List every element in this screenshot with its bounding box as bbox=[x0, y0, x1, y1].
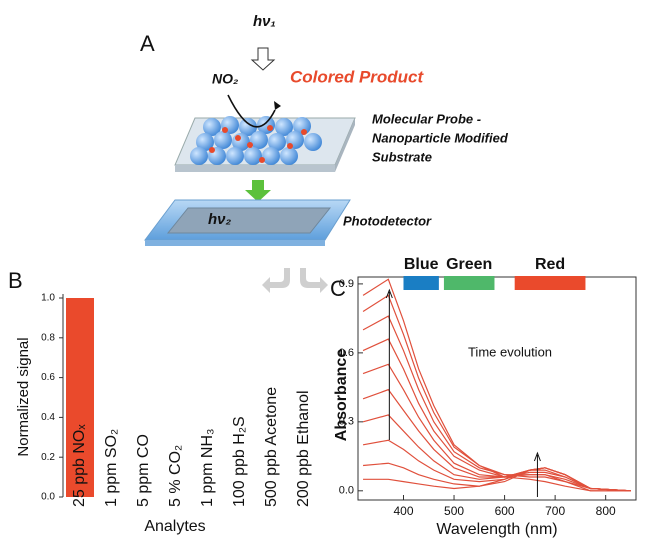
diagram: A hν₁ NO₂ Colored Product Molecular Prob… bbox=[140, 13, 509, 293]
y-tick-label: 0.2 bbox=[41, 452, 55, 463]
arrow bbox=[300, 268, 328, 293]
x-tick-label: 800 bbox=[596, 504, 616, 518]
y-tick-label: 0.6 bbox=[41, 372, 55, 383]
x-tick-label: 100 ppb H₂S bbox=[231, 416, 248, 507]
band-label: Red bbox=[535, 256, 565, 273]
light-out: hν₂ bbox=[208, 211, 232, 228]
spectrum-line bbox=[362, 278, 631, 492]
color-band bbox=[443, 276, 495, 290]
y-tick-label: 0.4 bbox=[41, 412, 55, 423]
bar bbox=[66, 298, 94, 497]
analyte: NO₂ bbox=[212, 71, 238, 87]
detector-label: Photodetector bbox=[343, 213, 432, 228]
substrate-edge bbox=[335, 118, 355, 172]
y-tick-label: 0.9 bbox=[339, 278, 354, 290]
y-tick-label: 0.0 bbox=[339, 485, 354, 497]
y-tick-label: 0.0 bbox=[41, 492, 55, 503]
y-tick-label: 0.6 bbox=[339, 347, 354, 359]
arrowhead bbox=[274, 101, 281, 110]
light-in: hν₁ bbox=[253, 13, 276, 30]
probe-label: Substrate bbox=[372, 149, 432, 164]
x-tick-label: 700 bbox=[545, 504, 565, 518]
spectrum-line bbox=[362, 315, 631, 492]
x-tick-label: 5 ppm CO bbox=[135, 434, 152, 507]
arrow bbox=[262, 268, 290, 293]
x-tick-label: 200 ppb Ethanol bbox=[295, 390, 312, 507]
x-tick-label: 5 % CO₂ bbox=[167, 445, 184, 507]
band-label: Blue bbox=[404, 256, 439, 273]
detector-chip bbox=[166, 207, 332, 234]
y-axis-label: Normalized signal bbox=[15, 337, 32, 456]
substrate-edge bbox=[175, 165, 335, 172]
panel-label: B bbox=[8, 268, 23, 293]
reaction-path bbox=[227, 94, 276, 128]
y-axis-label: Absorbance bbox=[333, 349, 350, 442]
arrow bbox=[250, 47, 276, 71]
x-tick-label: 600 bbox=[495, 504, 515, 518]
spectrum-line bbox=[363, 467, 631, 492]
probe-label: Nanoparticle Modified bbox=[372, 130, 509, 145]
x-tick-label: 1 ppm NH₃ bbox=[199, 428, 216, 507]
spectrum-line bbox=[362, 294, 631, 492]
spectrum-line bbox=[362, 338, 631, 492]
arrow bbox=[533, 451, 541, 497]
panel-label: C bbox=[330, 276, 346, 301]
detector-edge bbox=[145, 240, 325, 246]
x-tick-label: 25 ppb NOₓ bbox=[71, 424, 88, 507]
nanoparticles bbox=[190, 116, 322, 165]
arrow bbox=[245, 180, 271, 202]
annotation: Time evolution bbox=[468, 344, 552, 359]
x-tick-label: 500 bbox=[444, 504, 464, 518]
x-axis-label: Wavelength (nm) bbox=[436, 521, 557, 538]
product: Colored Product bbox=[290, 67, 425, 86]
arrow bbox=[385, 288, 393, 440]
x-tick-label: 400 bbox=[393, 504, 413, 518]
y-tick-label: 0.3 bbox=[339, 416, 354, 428]
plot-frame bbox=[357, 276, 637, 501]
color-band bbox=[403, 276, 439, 290]
x-tick-label: 1 ppm SO₂ bbox=[103, 429, 120, 507]
probe-label: Molecular Probe - bbox=[372, 111, 481, 126]
panel-label: A bbox=[140, 31, 155, 56]
line-chart: C 400 500 600 700 800 0.0 0.3 0.6 0.9 Blue Green Red… bbox=[330, 256, 637, 538]
y-tick-label: 0.8 bbox=[41, 332, 55, 343]
band-label: Green bbox=[446, 256, 492, 273]
x-tick-label: 500 ppb Acetone bbox=[263, 387, 280, 507]
color-band bbox=[514, 276, 586, 290]
bar-chart: B 0.0 0.2 0.4 0.6 0.8 1.0 25 ppb NOₓ 1 ppm SO₂ 5 … bbox=[8, 268, 312, 535]
y-tick-label: 1.0 bbox=[41, 293, 55, 304]
spectrum-line bbox=[362, 388, 631, 492]
x-axis-label: Analytes bbox=[144, 518, 205, 535]
